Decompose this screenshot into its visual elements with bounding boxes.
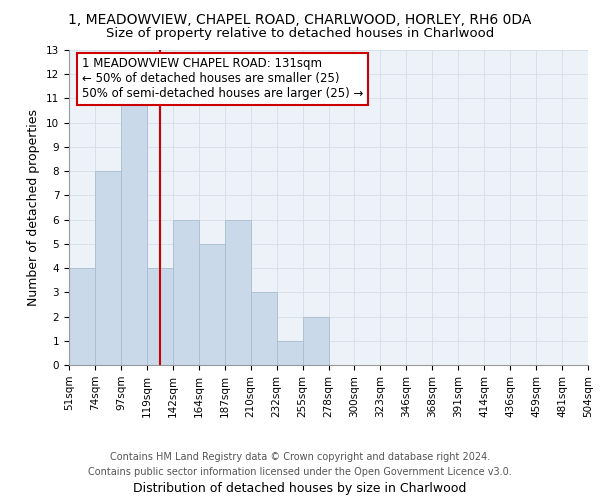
Bar (147, 268, 173, 365)
Bar (95, 171, 121, 365)
Text: 1 MEADOWVIEW CHAPEL ROAD: 131sqm
← 50% of detached houses are smaller (25)
50% o: 1 MEADOWVIEW CHAPEL ROAD: 131sqm ← 50% o… (82, 58, 364, 100)
Bar (69, 268, 95, 365)
Bar (121, 98, 147, 365)
Bar (277, 341, 302, 365)
Bar (225, 220, 251, 365)
Text: Size of property relative to detached houses in Charlwood: Size of property relative to detached ho… (106, 28, 494, 40)
Text: Distribution of detached houses by size in Charlwood: Distribution of detached houses by size … (133, 482, 467, 495)
Text: Contains HM Land Registry data © Crown copyright and database right 2024.
Contai: Contains HM Land Registry data © Crown c… (88, 452, 512, 477)
Text: 1, MEADOWVIEW, CHAPEL ROAD, CHARLWOOD, HORLEY, RH6 0DA: 1, MEADOWVIEW, CHAPEL ROAD, CHARLWOOD, H… (68, 12, 532, 26)
Bar (251, 292, 277, 365)
Bar (302, 316, 329, 365)
Y-axis label: Number of detached properties: Number of detached properties (28, 109, 40, 306)
Bar (173, 220, 199, 365)
Bar (199, 244, 224, 365)
